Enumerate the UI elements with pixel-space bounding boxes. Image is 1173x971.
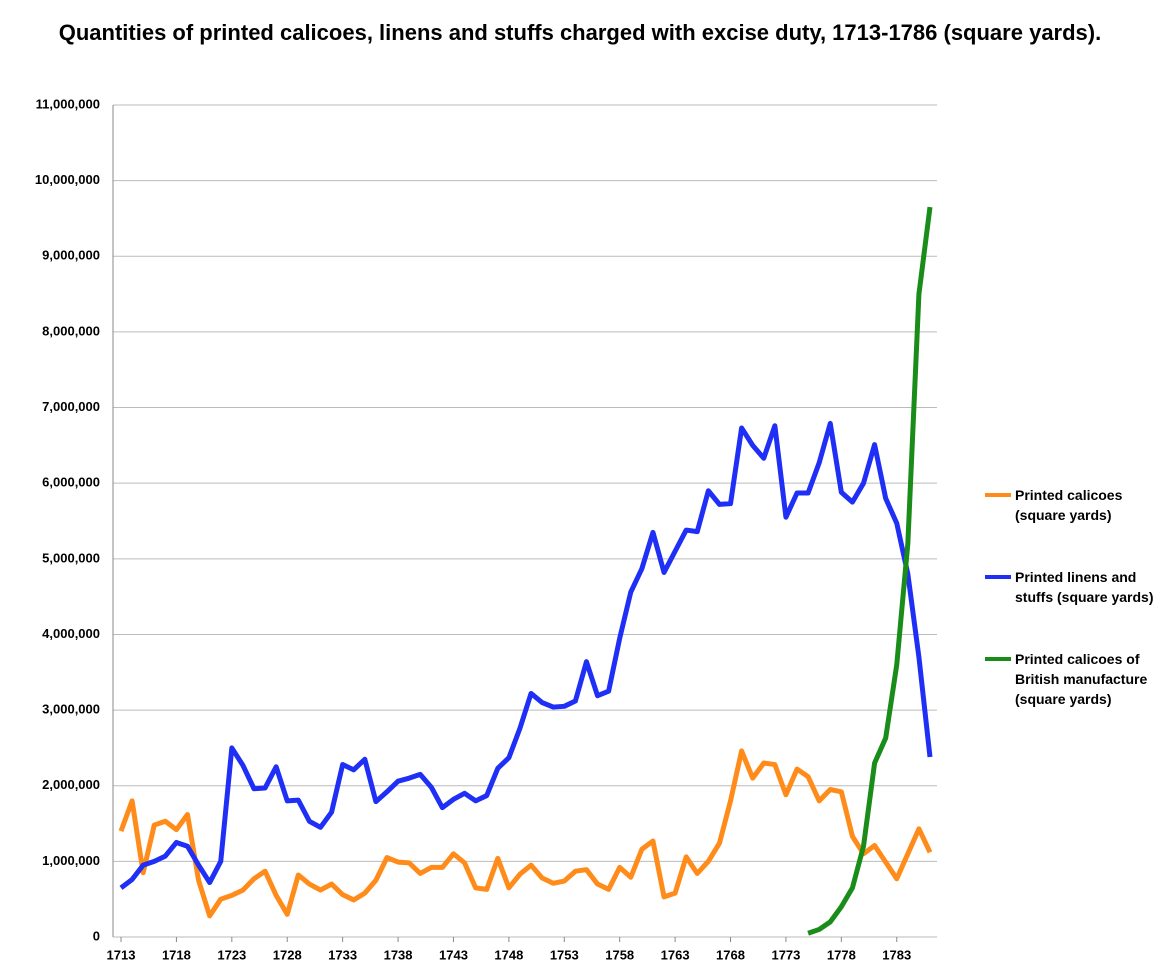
legend-label: Printed linens and stuffs (square yards) <box>1015 569 1154 605</box>
x-tick-label: 1733 <box>328 947 357 962</box>
y-tick-label: 10,000,000 <box>35 172 100 187</box>
x-tick-label: 1778 <box>827 947 856 962</box>
x-tick-label: 1758 <box>605 947 634 962</box>
legend-swatch <box>985 657 1011 661</box>
x-tick-label: 1728 <box>273 947 302 962</box>
x-tick-label: 1768 <box>716 947 745 962</box>
legend-item: Printed calicoes of British manufacture … <box>985 649 1170 709</box>
x-tick-label: 1713 <box>107 947 136 962</box>
legend-item: Printed calicoes (square yards) <box>985 485 1170 525</box>
x-tick-label: 1723 <box>217 947 246 962</box>
legend-item: Printed linens and stuffs (square yards) <box>985 567 1170 607</box>
x-tick-label: 1748 <box>494 947 523 962</box>
y-tick-label: 1,000,000 <box>42 853 100 868</box>
legend-label: Printed calicoes of British manufacture … <box>1015 651 1148 707</box>
x-tick-label: 1743 <box>439 947 468 962</box>
y-tick-label: 3,000,000 <box>42 702 100 717</box>
x-tick-label: 1738 <box>384 947 413 962</box>
y-tick-label: 5,000,000 <box>42 550 100 565</box>
x-tick-label: 1763 <box>661 947 690 962</box>
x-tick-label: 1783 <box>882 947 911 962</box>
chart-title: Quantities of printed calicoes, linens a… <box>58 20 1102 45</box>
x-tick-label: 1773 <box>771 947 800 962</box>
x-tick-label: 1753 <box>550 947 579 962</box>
x-tick-label: 1718 <box>162 947 191 962</box>
y-tick-label: 6,000,000 <box>42 475 100 490</box>
legend-label: Printed calicoes (square yards) <box>1015 487 1123 523</box>
y-tick-label: 2,000,000 <box>42 777 100 792</box>
series-line <box>118 748 933 919</box>
y-tick-label: 0 <box>93 928 100 943</box>
legend-swatch <box>985 493 1011 497</box>
legend: Printed calicoes (square yards) Printed l… <box>985 485 1170 751</box>
y-tick-label: 4,000,000 <box>42 626 100 641</box>
legend-swatch <box>985 575 1011 579</box>
y-tick-label: 9,000,000 <box>42 248 100 263</box>
series-line <box>119 420 933 890</box>
series-line <box>807 206 933 936</box>
y-tick-label: 8,000,000 <box>42 323 100 338</box>
y-tick-label: 7,000,000 <box>42 399 100 414</box>
y-tick-label: 11,000,000 <box>36 96 100 111</box>
